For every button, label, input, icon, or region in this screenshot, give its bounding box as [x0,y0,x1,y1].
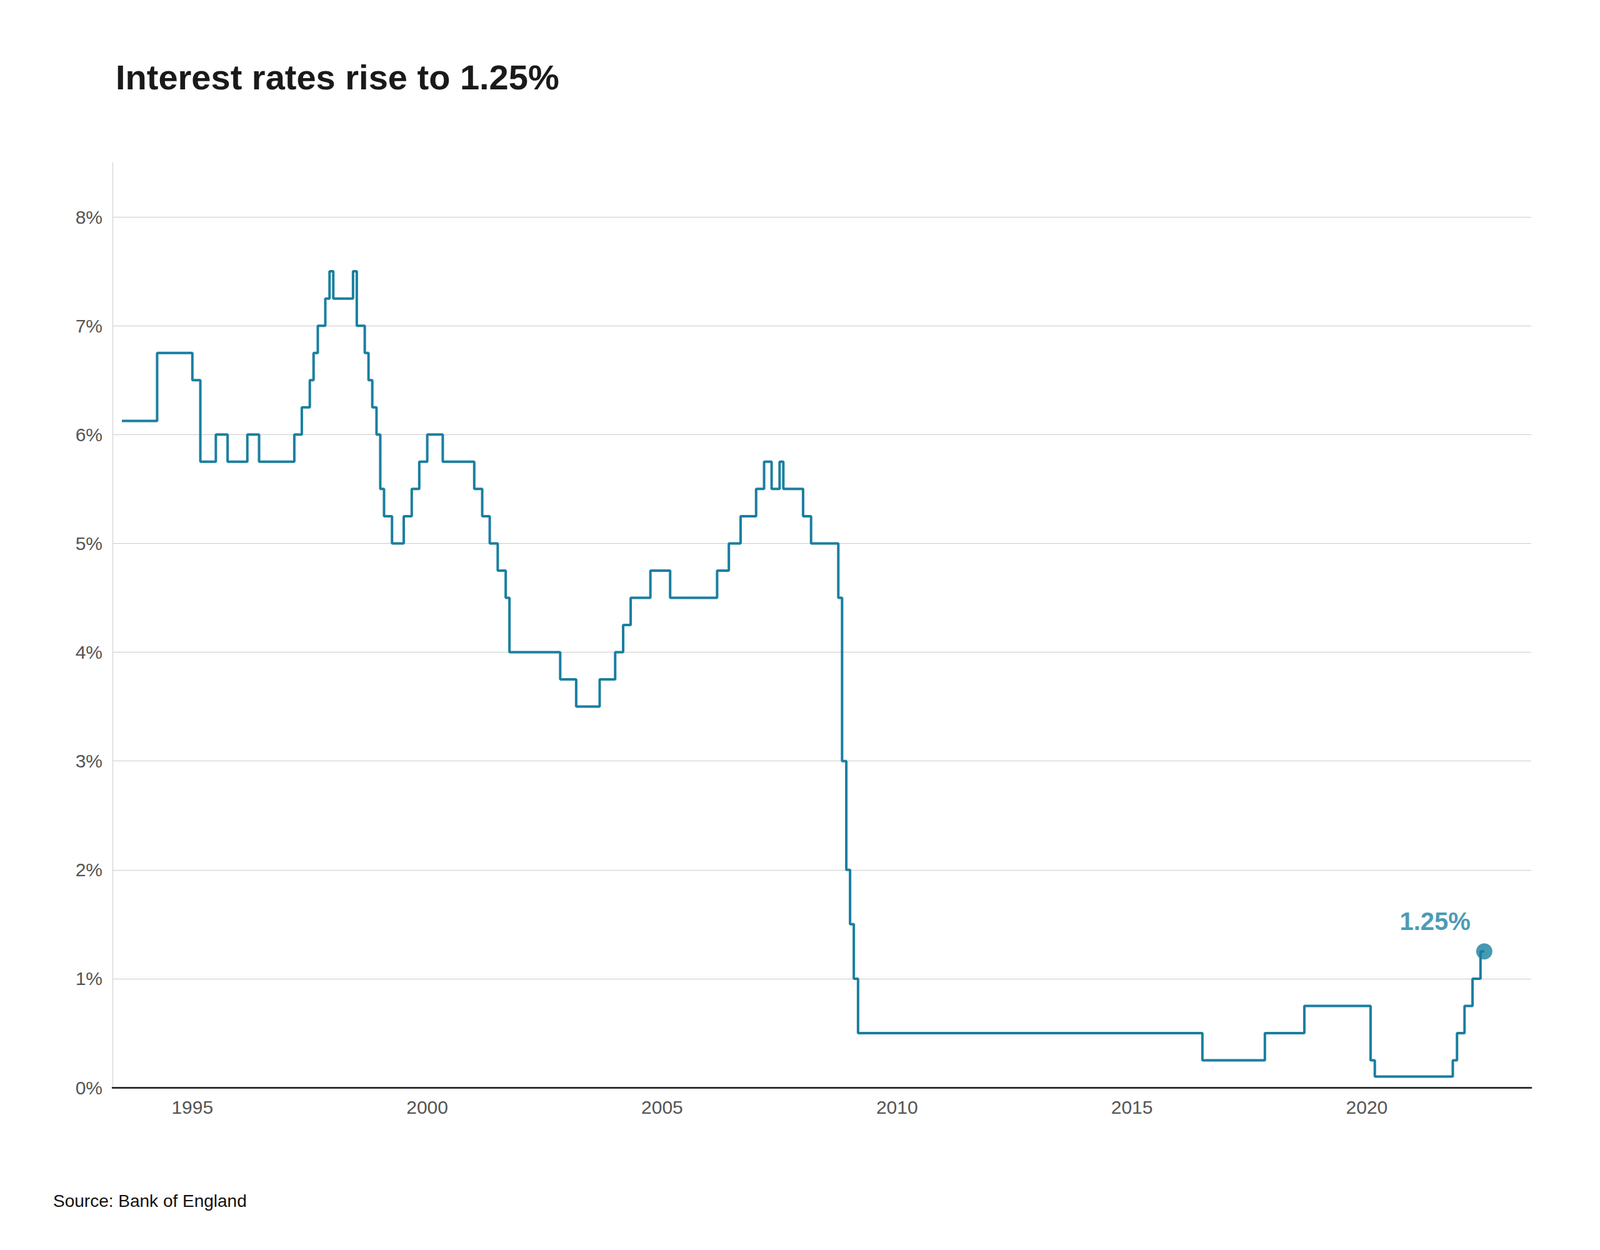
svg-text:3%: 3% [75,750,103,772]
svg-text:2%: 2% [75,859,103,880]
svg-text:2000: 2000 [406,1096,449,1118]
svg-text:7%: 7% [75,315,103,337]
svg-text:5%: 5% [75,533,103,554]
svg-text:Interest rates rise to 1.25%: Interest rates rise to 1.25% [115,57,560,97]
svg-text:1%: 1% [75,968,103,989]
svg-text:Source: Bank of England: Source: Bank of England [53,1191,247,1211]
svg-text:1995: 1995 [171,1096,214,1118]
svg-text:8%: 8% [75,206,103,228]
svg-text:1.25%: 1.25% [1399,907,1470,935]
svg-text:2005: 2005 [641,1096,684,1118]
svg-text:4%: 4% [75,641,103,663]
svg-text:0%: 0% [75,1077,103,1099]
svg-text:2020: 2020 [1346,1096,1389,1118]
svg-text:2015: 2015 [1111,1096,1154,1118]
svg-text:6%: 6% [75,424,103,445]
svg-text:2010: 2010 [876,1096,919,1118]
